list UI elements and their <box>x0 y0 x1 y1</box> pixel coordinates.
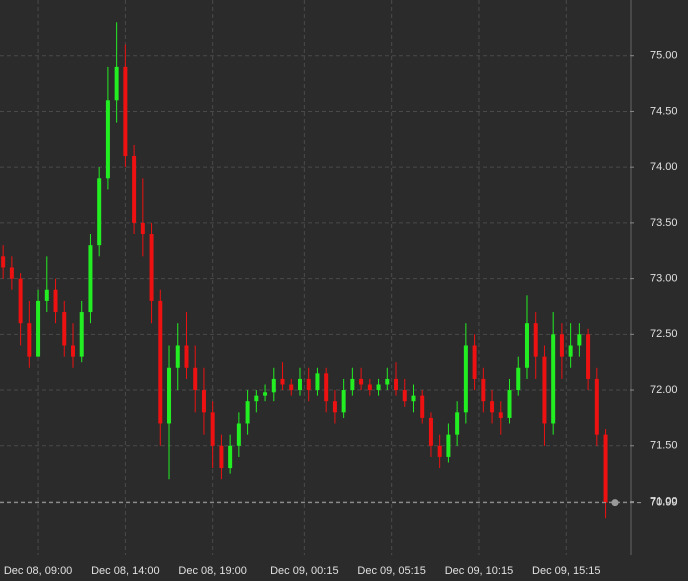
candle-body <box>201 390 206 413</box>
candle-body <box>367 384 372 391</box>
candle-body <box>105 100 110 179</box>
candle-body <box>297 378 302 391</box>
candle-body <box>88 245 93 313</box>
candle-body <box>175 345 180 368</box>
candle-body <box>437 445 442 457</box>
y-tick-label: 71.00 <box>650 495 678 507</box>
y-tick-label: 72.50 <box>650 328 678 340</box>
candle-body <box>385 378 390 385</box>
candle-body <box>62 312 67 346</box>
candle-body <box>36 300 41 357</box>
candle-body <box>490 401 495 413</box>
candle-body <box>524 323 529 368</box>
candle-body <box>70 345 75 357</box>
candle-body <box>350 378 355 391</box>
candle-body <box>79 312 84 357</box>
candle-body <box>594 378 599 435</box>
candle-body <box>376 384 381 391</box>
candle-body <box>228 445 233 469</box>
candle-body <box>219 445 224 469</box>
x-tick-label: Dec 09, 00:15 <box>270 565 339 577</box>
candle-body <box>542 356 547 424</box>
candle-body <box>18 278 23 324</box>
candle-body <box>568 345 573 357</box>
candle-body <box>516 367 521 391</box>
candle-body <box>402 390 407 402</box>
candle-body <box>359 378 364 385</box>
x-tick-label: Dec 09, 05:15 <box>357 565 426 577</box>
candle-body <box>254 395 259 402</box>
candle-body <box>140 222 145 235</box>
candle-body <box>280 378 285 385</box>
candle-body <box>53 289 58 313</box>
y-tick-label: 74.00 <box>650 161 678 173</box>
x-tick-label: Dec 09, 15:15 <box>532 565 601 577</box>
candle-body <box>498 412 503 418</box>
y-tick-label: 74.50 <box>650 105 678 117</box>
y-tick-label: 71.50 <box>650 440 678 452</box>
candle-body <box>420 395 425 418</box>
candle-body <box>332 401 337 413</box>
candle-body <box>455 412 460 435</box>
candle-body <box>1 256 6 268</box>
candle-body <box>603 434 608 503</box>
candle-body <box>27 323 32 357</box>
x-tick-label: Dec 08, 09:00 <box>4 565 73 577</box>
candle-body <box>289 384 294 391</box>
candle-body <box>394 378 399 391</box>
x-tick-label: Dec 08, 19:00 <box>178 565 247 577</box>
candle-body <box>577 334 582 346</box>
candle-body <box>97 178 102 246</box>
candle-body <box>324 373 329 402</box>
candle-body <box>271 378 276 393</box>
y-tick-label: 75.00 <box>650 50 678 62</box>
y-tick-label: 73.50 <box>650 217 678 229</box>
candle-body <box>428 417 433 446</box>
candle-body <box>551 334 556 424</box>
candle-body <box>9 267 14 279</box>
candle-body <box>463 345 468 413</box>
candle-body <box>263 392 268 396</box>
candle-body <box>167 367 172 424</box>
candle-body <box>44 289 49 301</box>
candle-body <box>123 66 128 157</box>
candle-body <box>132 156 137 223</box>
candle-body <box>193 367 198 391</box>
current-price-label: 70.99 <box>650 497 678 509</box>
candle-body <box>559 334 564 357</box>
candle-body <box>446 434 451 457</box>
candle-body <box>245 401 250 424</box>
x-tick-label: Dec 09, 10:15 <box>445 565 514 577</box>
candle-body <box>472 345 477 379</box>
candle-body <box>341 390 346 413</box>
candle-body <box>315 373 320 391</box>
candle-body <box>236 423 241 446</box>
candle-body <box>149 234 154 301</box>
current-price-marker <box>611 499 619 507</box>
y-tick-label: 73.00 <box>650 273 678 285</box>
candle-body <box>586 334 591 379</box>
candle-body <box>507 390 512 418</box>
x-tick-label: Dec 08, 14:00 <box>91 565 160 577</box>
candle-body <box>533 323 538 357</box>
candle-body <box>158 300 163 424</box>
candle-body <box>184 345 189 368</box>
candle-body <box>306 378 311 391</box>
candle-body <box>411 395 416 402</box>
candle-body <box>481 378 486 402</box>
candle-body <box>114 66 119 101</box>
y-tick-label: 72.00 <box>650 384 678 396</box>
candle-body <box>210 412 215 446</box>
